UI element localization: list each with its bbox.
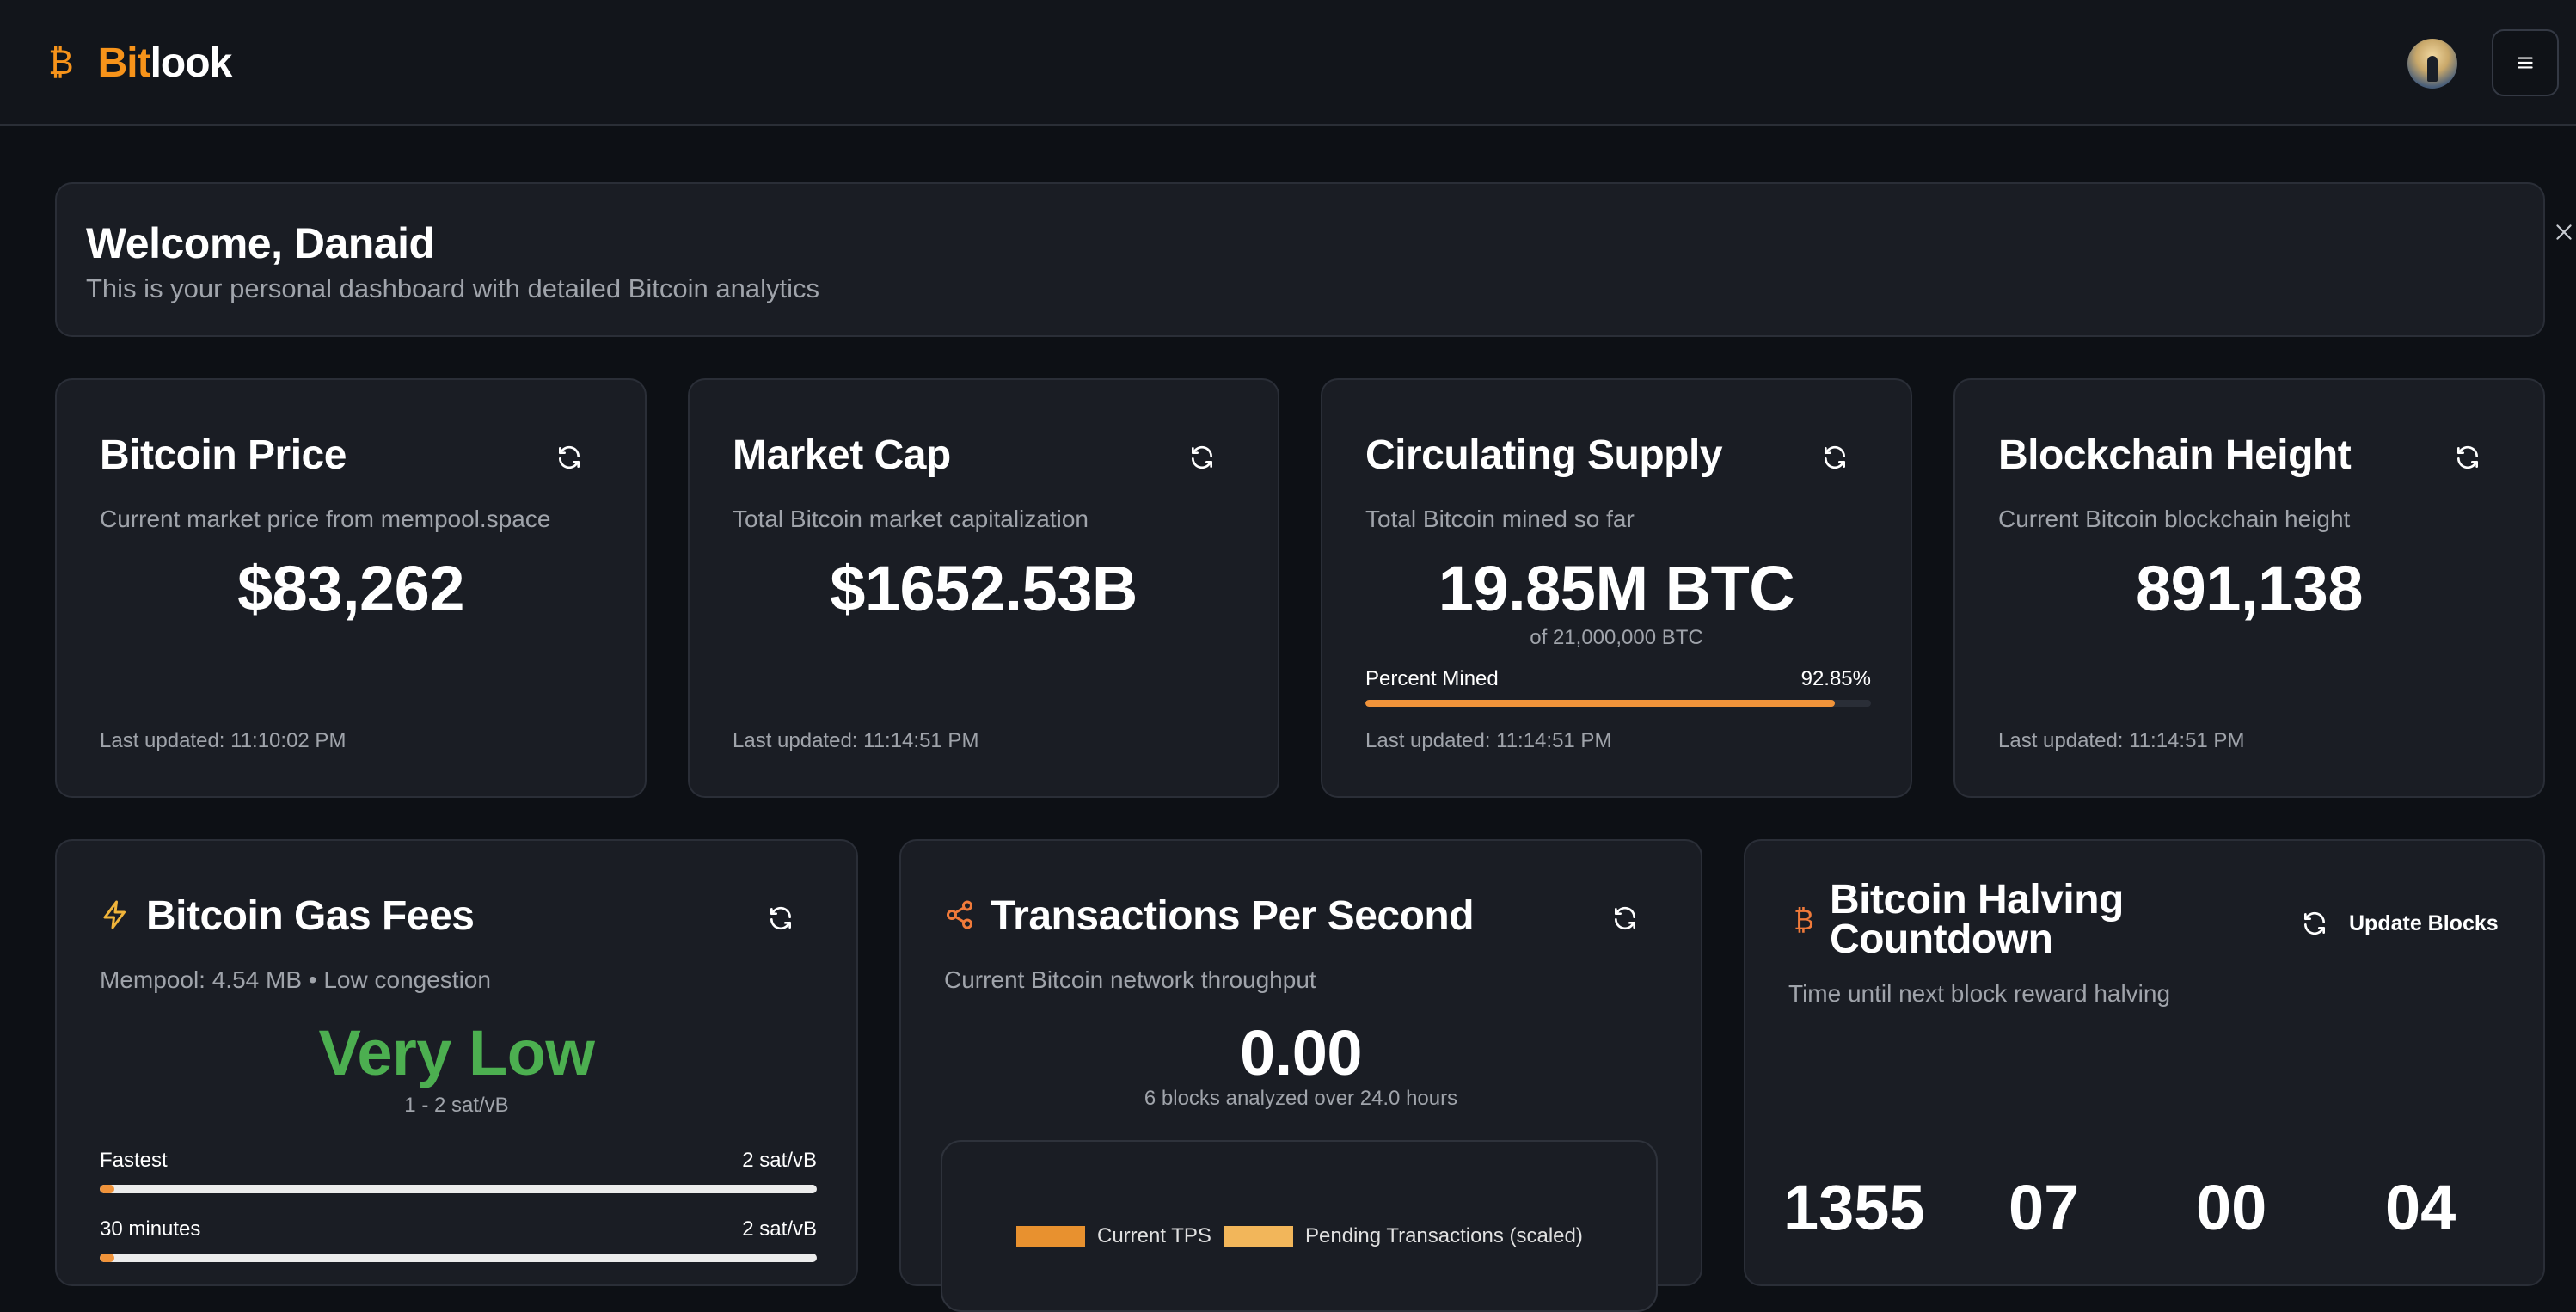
marketcap-value: $1652.53B [830, 553, 1138, 624]
supply-total: of 21,000,000 BTC [1530, 626, 1703, 649]
bitcoin-logo-icon: ₿ [48, 43, 74, 83]
legend-label: Current TPS [1097, 1224, 1211, 1248]
update-blocks-button[interactable]: Update Blocks [2301, 904, 2499, 942]
refresh-icon [2304, 911, 2325, 935]
refresh-tps-button[interactable] [1603, 896, 1647, 941]
tps-icon-wrap [942, 898, 977, 932]
refresh-price-button[interactable] [547, 435, 592, 480]
menu-button[interactable] [2492, 29, 2559, 96]
brand-logo[interactable]: ₿ Bit look [48, 34, 233, 91]
tps-note: 6 blocks analyzed over 24.0 hours [1144, 1087, 1458, 1110]
card-subtitle: Current Bitcoin network throughput [944, 966, 1316, 993]
fee-row-30min: 30 minutes 2 sat/vB [100, 1217, 817, 1241]
legend-swatch [1224, 1226, 1293, 1247]
card-title: Bitcoin Halving Countdown [1830, 877, 2124, 962]
countdown-minutes: 00 [2196, 1172, 2267, 1243]
market-cap-card: Market Cap Total Bitcoin market capitali… [688, 378, 1279, 798]
card-subtitle: Current Bitcoin blockchain height [1998, 506, 2351, 532]
last-updated: Last updated: 11:10:02 PM [100, 729, 347, 752]
last-updated: Last updated: 11:14:51 PM [733, 729, 979, 752]
brand-name-part2: look [150, 40, 233, 86]
lightning-icon [103, 900, 126, 929]
card-subtitle: Mempool: 4.54 MB • Low congestion [100, 966, 491, 993]
tps-legend-item-1[interactable]: Current TPS [1016, 1224, 1211, 1248]
close-banner-button[interactable] [2540, 208, 2576, 256]
card-title: Bitcoin Gas Fees [146, 893, 475, 939]
gas-icon-wrap [98, 898, 132, 932]
card-title: Blockchain Height [1998, 432, 2352, 478]
countdown-days: 1355 [1783, 1172, 1925, 1243]
card-title: Circulating Supply [1365, 432, 1723, 478]
bitcoin-icon: ₿ [1794, 904, 1814, 936]
halving-card: ₿ Bitcoin Halving Countdown Time until n… [1744, 839, 2545, 1286]
percent-mined-value: 92.85% [1800, 667, 1871, 690]
halving-icon-wrap: ₿ [1787, 903, 1821, 937]
percent-mined-label: Percent Mined [1365, 667, 1499, 690]
card-subtitle: Time until next block reward halving [1788, 980, 2171, 1007]
close-icon [2556, 224, 2572, 240]
brand-name-part1: Bit [97, 40, 151, 86]
refresh-gas-button[interactable] [758, 896, 803, 941]
bitcoin-price-card: Bitcoin Price Current market price from … [55, 378, 647, 798]
price-value: $83,262 [237, 553, 465, 624]
fee-range: 1 - 2 sat/vB [404, 1094, 509, 1117]
card-subtitle: Current market price from mempool.space [100, 506, 551, 532]
refresh-supply-button[interactable] [1812, 435, 1857, 480]
welcome-title: Welcome, Danaid [86, 219, 435, 267]
percent-mined-bar [1365, 700, 1871, 707]
legend-label: Pending Transactions (scaled) [1305, 1224, 1583, 1248]
fee-row-label: Fastest [100, 1149, 168, 1172]
card-title: Market Cap [733, 432, 951, 478]
tps-legend-item-2[interactable]: Pending Transactions (scaled) [1224, 1224, 1583, 1248]
top-navbar: ₿ Bit look [0, 0, 2576, 126]
percent-mined-fill [1365, 700, 1835, 707]
last-updated: Last updated: 11:14:51 PM [1998, 729, 2245, 752]
card-subtitle: Total Bitcoin mined so far [1365, 506, 1635, 532]
countdown-hours: 07 [2009, 1172, 2080, 1243]
tps-value: 0.00 [1239, 1017, 1363, 1088]
refresh-marketcap-button[interactable] [1180, 435, 1224, 480]
fee-level: Very Low [318, 1017, 595, 1088]
height-value: 891,138 [2136, 553, 2364, 624]
share-nodes-icon [947, 900, 972, 929]
user-avatar[interactable] [2407, 39, 2457, 89]
blockchain-height-card: Blockchain Height Current Bitcoin blockc… [1953, 378, 2545, 798]
fee-row-fastest: Fastest 2 sat/vB [100, 1149, 817, 1173]
legend-swatch [1016, 1226, 1085, 1247]
fee-row-value: 2 sat/vB [742, 1149, 817, 1172]
welcome-subtitle: This is your personal dashboard with det… [86, 273, 819, 303]
refresh-height-button[interactable] [2445, 435, 2490, 480]
fee-row-value: 2 sat/vB [742, 1217, 817, 1241]
card-subtitle: Total Bitcoin market capitalization [733, 506, 1089, 532]
fee-bar-fastest [100, 1185, 817, 1193]
supply-value: 19.85M BTC [1438, 553, 1795, 624]
last-updated: Last updated: 11:14:51 PM [1365, 729, 1612, 752]
countdown-seconds: 04 [2385, 1172, 2456, 1243]
update-blocks-label: Update Blocks [2349, 910, 2499, 935]
circulating-supply-card: Circulating Supply Total Bitcoin mined s… [1321, 378, 1912, 798]
refresh-icon [2457, 445, 2478, 469]
fee-row-label: 30 minutes [100, 1217, 201, 1241]
refresh-icon [559, 445, 580, 469]
refresh-icon [770, 906, 791, 930]
gas-fees-card: Bitcoin Gas Fees Mempool: 4.54 MB • Low … [55, 839, 858, 1286]
card-title: Transactions Per Second [991, 893, 1475, 939]
avatar-figure [2427, 56, 2438, 82]
refresh-icon [1825, 445, 1845, 469]
fee-bar-fill [100, 1185, 114, 1193]
refresh-icon [1615, 906, 1635, 930]
welcome-banner: Welcome, Danaid This is your personal da… [55, 182, 2572, 337]
percent-mined-row: Percent Mined 92.85% [1365, 667, 1871, 691]
refresh-icon [1192, 445, 1212, 469]
hamburger-menu-icon [2518, 57, 2533, 69]
card-title: Bitcoin Price [100, 432, 347, 478]
